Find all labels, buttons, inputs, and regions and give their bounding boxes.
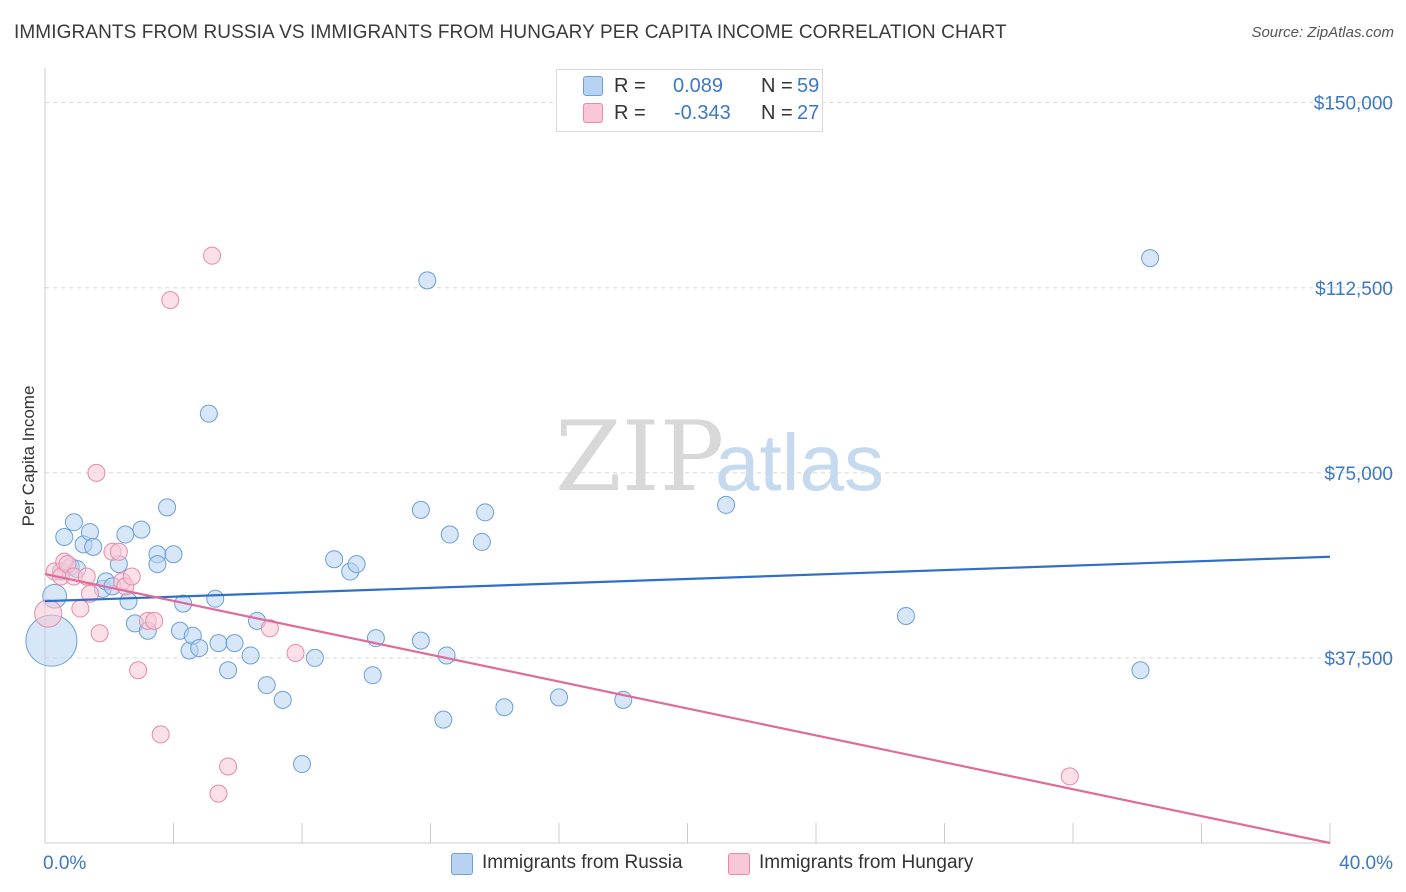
hungary-r-label: R = — [614, 102, 646, 124]
russia-point-30 — [219, 661, 238, 680]
hungary-point-24 — [260, 619, 279, 638]
x-tick-label-max: 40.0% — [1339, 853, 1393, 874]
hungary-point-12 — [109, 542, 128, 561]
hungary-point-23 — [219, 757, 238, 776]
russia-point-45 — [418, 271, 437, 290]
russia-point-14 — [119, 592, 138, 611]
hungary-point-7 — [77, 567, 96, 586]
hungary-point-6 — [71, 599, 90, 618]
russia-point-51 — [495, 698, 514, 717]
hungary-point-9 — [87, 463, 106, 482]
chart-title: IMMIGRANTS FROM RUSSIA VS IMMIGRANTS FRO… — [14, 22, 1007, 43]
russia-point-29 — [209, 634, 228, 653]
russia-point-55 — [896, 606, 915, 625]
russia-point-49 — [472, 532, 491, 551]
russia-point-50 — [476, 503, 495, 522]
y-tick-label-3: $150,000 — [1314, 94, 1393, 115]
hungary-point-15 — [122, 567, 141, 586]
russia-point-31 — [225, 634, 244, 653]
tick-labels: $37,500 $75,000 $112,500 $150,000 0.0% 40.0% — [43, 94, 1393, 874]
x-tick-label-min: 0.0% — [43, 853, 86, 874]
hungary-point-20 — [161, 291, 180, 310]
gridlines — [45, 102, 1395, 659]
russia-point-48 — [440, 525, 459, 544]
source-label: Source: ZipAtlas.com — [1251, 24, 1394, 41]
russia-point-27 — [199, 404, 218, 423]
russia-swatch — [583, 76, 603, 96]
hungary-point-19 — [151, 725, 170, 744]
russia-r-value: 0.089 — [673, 75, 724, 97]
russia-point-36 — [293, 755, 311, 774]
russia-n-label: N = — [761, 75, 793, 97]
russia-point-7 — [80, 523, 99, 542]
russia-point-40 — [347, 555, 366, 574]
russia-point-56 — [1131, 661, 1150, 680]
russia-point-47 — [437, 646, 456, 665]
russia-point-43 — [411, 500, 430, 519]
russia-point-19 — [148, 555, 167, 574]
watermark: ZIP atlas — [555, 401, 884, 513]
watermark-zip: ZIP — [555, 401, 724, 513]
y-tick-label-0: $37,500 — [1324, 649, 1393, 670]
russia-point-54 — [717, 495, 736, 514]
russia-point-28 — [206, 589, 225, 608]
russia-point-20 — [158, 498, 177, 517]
russia-point-13 — [116, 525, 135, 544]
russia-point-38 — [325, 550, 344, 569]
russia-trend-line — [44, 555, 1331, 603]
hungary-point-0 — [34, 599, 63, 628]
russia-r-label: R = — [614, 75, 646, 97]
hungary-n-value: 27 — [797, 102, 820, 124]
russia-legend-label: Immigrants from Russia — [482, 852, 683, 873]
russia-point-41 — [363, 666, 382, 685]
hungary-r-value: -0.343 — [674, 102, 731, 124]
russia-legend-swatch — [451, 853, 473, 875]
axes — [44, 68, 1331, 844]
hungary-point-8 — [80, 584, 99, 603]
russia-point-44 — [411, 631, 430, 650]
hungary-swatch — [583, 103, 603, 123]
hungary-point-16 — [129, 661, 148, 680]
data-points — [25, 246, 1160, 803]
hungary-legend-label: Immigrants from Hungary — [759, 852, 974, 873]
russia-point-57 — [1141, 249, 1160, 268]
hungary-point-18 — [145, 611, 164, 630]
hungary-legend-swatch — [728, 853, 750, 875]
hungary-point-22 — [209, 784, 228, 803]
russia-point-5 — [64, 513, 83, 532]
hungary-trend-line — [44, 572, 1331, 845]
y-tick-label-2: $112,500 — [1315, 279, 1393, 300]
russia-point-46 — [434, 710, 453, 729]
russia-point-34 — [257, 676, 276, 695]
russia-point-26 — [190, 639, 209, 658]
russia-point-3 — [55, 528, 74, 546]
hungary-point-25 — [286, 643, 305, 662]
hungary-point-10 — [90, 624, 109, 643]
russia-n-value: 59 — [797, 75, 820, 97]
russia-point-37 — [305, 648, 324, 667]
correlation-legend: R = 0.089 N = 59 R = -0.343 N = 27 — [556, 69, 823, 132]
russia-point-16 — [132, 520, 151, 539]
russia-point-8 — [84, 537, 103, 556]
hungary-point-21 — [203, 246, 222, 265]
hungary-point-26 — [1060, 767, 1079, 786]
y-axis-label: Per Capita Income — [19, 386, 38, 527]
y-axis-label-group: Per Capita Income — [19, 386, 38, 527]
y-tick-label-1: $75,000 — [1324, 464, 1393, 485]
russia-point-32 — [241, 646, 260, 665]
watermark-atlas: atlas — [715, 418, 884, 507]
russia-point-52 — [550, 688, 568, 707]
russia-point-21 — [164, 545, 183, 564]
hungary-n-label: N = — [761, 102, 793, 124]
russia-point-35 — [273, 690, 292, 709]
trend-lines — [44, 555, 1331, 845]
